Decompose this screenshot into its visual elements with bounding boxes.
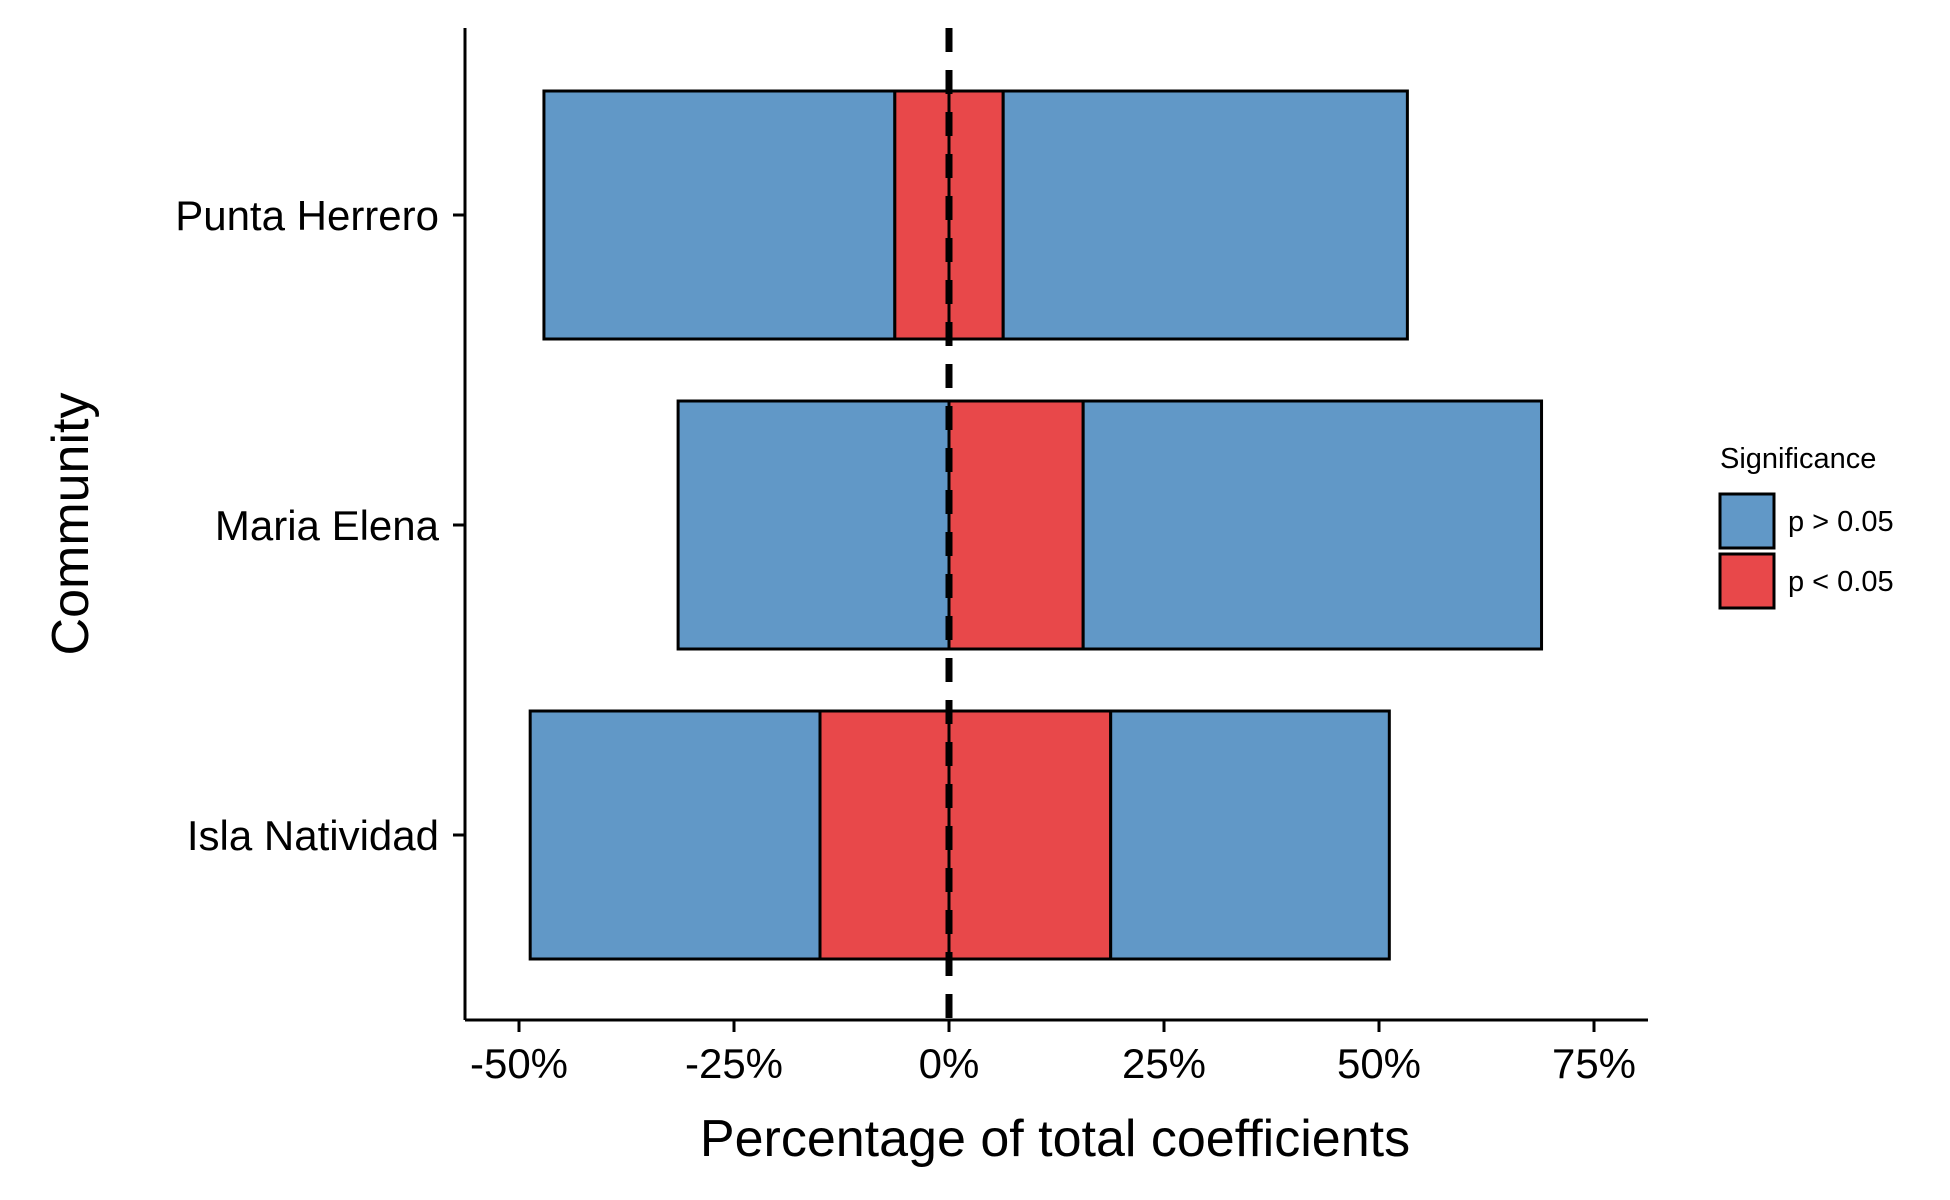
y-tick-label: Punta Herrero [175, 192, 439, 239]
x-axis-title: Percentage of total coefficients [700, 1110, 1410, 1168]
x-tick-label: -25% [685, 1040, 783, 1087]
bar-maria-elena-red-positive [947, 399, 1085, 651]
bar-punta-herrero-red-positive [947, 89, 1005, 341]
bar-maria-elena-blue-positive [1081, 399, 1544, 651]
bar-punta-herrero-blue-negative [542, 89, 897, 341]
y-tick-label: Maria Elena [215, 502, 440, 549]
bar-isla-natividad-red-negative [818, 709, 951, 961]
bar-punta-herrero-red-negative [893, 89, 951, 341]
y-axis-title: Community [42, 393, 100, 656]
y-tick-label: Isla Natividad [187, 812, 439, 859]
legend-key [1718, 552, 1776, 610]
bar-punta-herrero-blue-positive [1001, 89, 1409, 341]
legend-label: p < 0.05 [1788, 566, 1894, 598]
bar-isla-natividad-blue-positive [1109, 709, 1391, 961]
bar-isla-natividad-red-positive [947, 709, 1113, 961]
x-tick-label: 25% [1122, 1040, 1206, 1087]
bar-maria-elena-blue-negative [676, 399, 951, 651]
axes-layer: -50% -25% 0% 25% 50% 75% Punta Herrero Maria El… [175, 28, 1648, 1087]
legend-title: Significance [1720, 443, 1876, 475]
bar-isla-natividad-blue-negative [528, 709, 822, 961]
x-tick-label: 0% [919, 1040, 980, 1087]
legend: Significance p > 0.05 p < 0.05 [1718, 443, 1894, 610]
legend-key [1718, 492, 1776, 550]
x-tick-label: -50% [470, 1040, 568, 1087]
x-tick-label: 75% [1552, 1040, 1636, 1087]
x-tick-label: 50% [1337, 1040, 1421, 1087]
bars-layer [528, 89, 1544, 961]
legend-label: p > 0.05 [1788, 506, 1894, 538]
